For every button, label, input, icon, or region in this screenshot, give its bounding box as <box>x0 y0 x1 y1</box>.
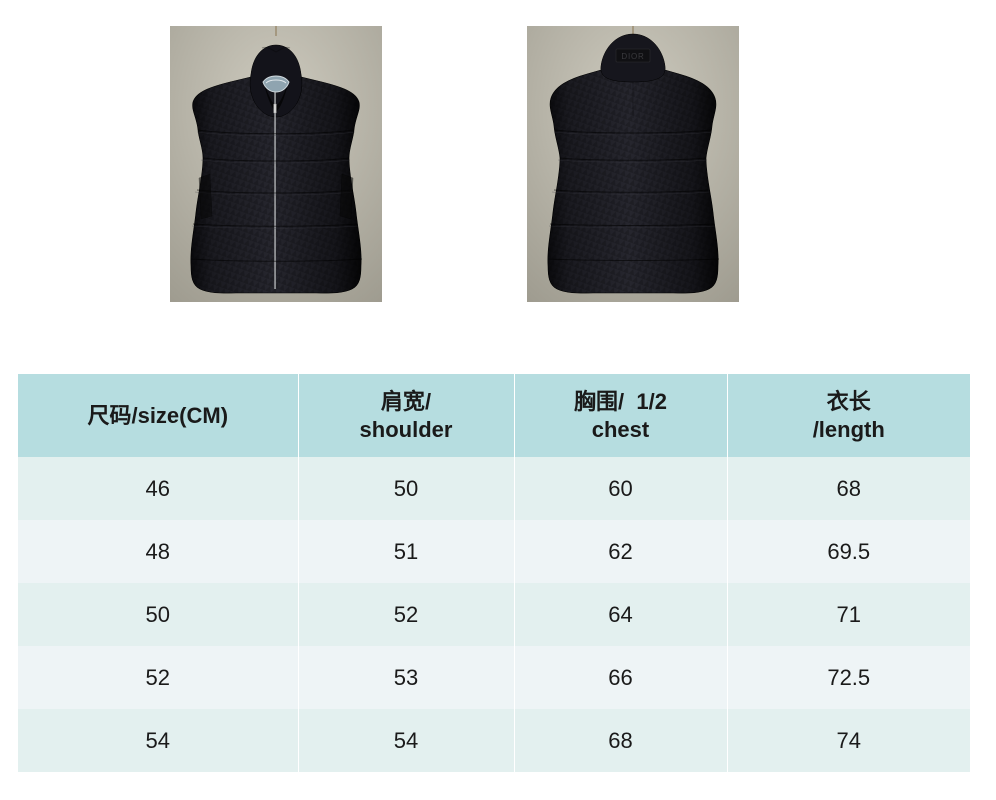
svg-text:DIOR: DIOR <box>621 52 644 61</box>
